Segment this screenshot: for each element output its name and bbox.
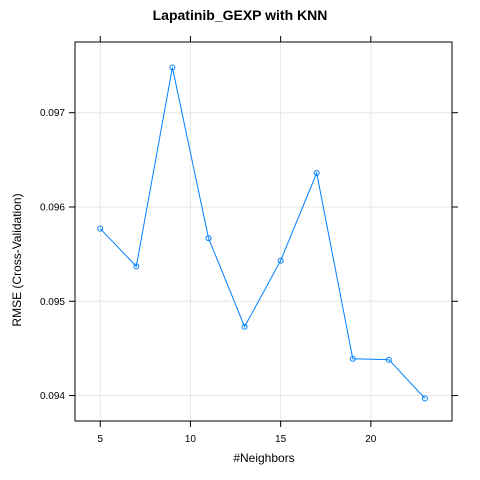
axes: 5 10 15 20 0.094 0.095 0.096 0.097 <box>40 36 458 445</box>
data-point <box>169 64 176 71</box>
data-series <box>97 64 428 402</box>
y-tick-label: 0.095 <box>40 297 65 308</box>
x-tick-label: 15 <box>275 434 287 445</box>
x-tick-label: 20 <box>365 434 377 445</box>
series-line <box>99 67 426 399</box>
data-point <box>133 263 140 270</box>
grid-lines <box>75 42 452 421</box>
data-point <box>349 355 356 362</box>
data-point <box>97 225 104 232</box>
x-axis-label: #Neighbors <box>233 451 294 465</box>
x-tick-label: 5 <box>97 434 103 445</box>
data-point <box>421 395 428 402</box>
y-tick-label: 0.097 <box>40 108 65 119</box>
plot-frame <box>74 41 453 422</box>
data-point <box>205 235 212 242</box>
x-tick-label: 10 <box>185 434 197 445</box>
data-point <box>277 257 284 264</box>
y-tick-label: 0.096 <box>40 202 65 213</box>
y-axis-label: RMSE (Cross-Validation) <box>10 193 24 326</box>
data-point <box>313 170 320 177</box>
data-point <box>241 323 248 330</box>
data-point <box>385 356 392 363</box>
chart-title: Lapatinib_GEXP with KNN <box>153 7 328 23</box>
y-tick-label: 0.094 <box>40 391 65 402</box>
